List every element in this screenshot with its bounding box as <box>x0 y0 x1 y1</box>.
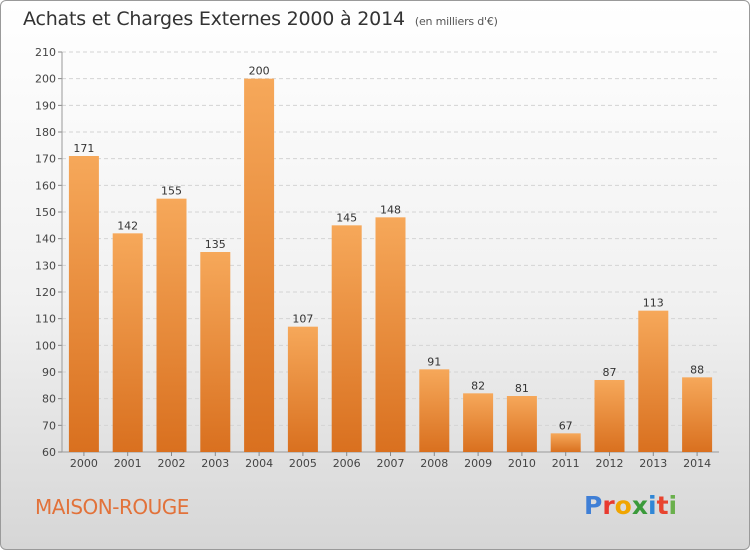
x-tick-label: 2012 <box>596 457 624 470</box>
x-tick-label: 2011 <box>552 457 580 470</box>
bar <box>463 393 494 452</box>
y-tick-label: 140 <box>35 233 56 246</box>
bar-value-label: 107 <box>292 313 313 326</box>
x-tick-label: 2005 <box>289 457 317 470</box>
x-tick-label: 2010 <box>508 457 536 470</box>
bar-value-label: 135 <box>205 238 226 251</box>
y-tick-label: 180 <box>35 126 56 139</box>
y-tick-label: 130 <box>35 259 56 272</box>
y-tick-label: 70 <box>42 419 56 432</box>
brand-letter: t <box>656 491 669 520</box>
bar <box>550 433 581 452</box>
bar-value-label: 87 <box>603 366 617 379</box>
commune-name: MAISON-ROUGE <box>35 495 189 519</box>
proxiti-logo[interactable]: Proxiti <box>584 491 677 520</box>
x-tick-label: 2009 <box>464 457 492 470</box>
bar <box>244 78 275 453</box>
bar-value-label: 200 <box>249 65 270 78</box>
bar <box>331 225 362 452</box>
bar <box>375 217 406 452</box>
bar-value-label: 155 <box>161 185 182 198</box>
bar-value-label: 148 <box>380 203 401 216</box>
brand-letter: r <box>602 491 615 520</box>
brand-letter: P <box>584 491 603 520</box>
y-tick-label: 60 <box>42 446 56 459</box>
bar-value-label: 145 <box>336 211 357 224</box>
x-tick-label: 2004 <box>245 457 273 470</box>
x-tick-label: 2001 <box>114 457 142 470</box>
x-tick-label: 2007 <box>377 457 405 470</box>
y-tick-label: 90 <box>42 366 56 379</box>
y-tick-label: 150 <box>35 206 56 219</box>
brand-letter: i <box>668 491 678 520</box>
bar <box>682 377 713 452</box>
chart-title: Achats et Charges Externes 2000 à 2014 (e… <box>23 8 498 30</box>
bar <box>68 156 99 452</box>
brand-letter: o <box>614 491 632 520</box>
x-tick-label: 2003 <box>201 457 229 470</box>
chart-title-text: Achats et Charges Externes 2000 à 2014 <box>23 8 405 30</box>
bar-value-label: 142 <box>117 219 138 232</box>
brand-letter: i <box>648 491 657 520</box>
y-tick-label: 190 <box>35 99 56 112</box>
x-tick-label: 2013 <box>639 457 667 470</box>
y-tick-label: 210 <box>35 46 56 59</box>
brand-letter: x <box>631 491 648 520</box>
y-tick-label: 100 <box>35 339 56 352</box>
chart-subtitle: (en milliers d'€) <box>414 15 498 28</box>
bar <box>156 198 187 452</box>
bar <box>506 396 537 452</box>
bar <box>287 326 318 452</box>
x-tick-label: 2002 <box>158 457 186 470</box>
x-tick-label: 2008 <box>420 457 448 470</box>
y-tick-label: 170 <box>35 153 56 166</box>
y-tick-label: 200 <box>35 73 56 86</box>
bar-value-label: 113 <box>643 297 664 310</box>
y-tick-label: 120 <box>35 286 56 299</box>
bar <box>638 310 669 452</box>
bar <box>112 233 143 452</box>
bar-value-label: 91 <box>427 355 441 368</box>
bar-value-label: 67 <box>559 419 573 432</box>
bar-value-label: 88 <box>690 363 704 376</box>
x-tick-label: 2014 <box>683 457 711 470</box>
bar <box>200 252 231 452</box>
y-tick-label: 160 <box>35 179 56 192</box>
bar <box>594 380 625 452</box>
y-tick-label: 110 <box>35 313 56 326</box>
bar <box>419 369 450 452</box>
bar-value-label: 171 <box>73 142 94 155</box>
bar-value-label: 81 <box>515 382 529 395</box>
x-tick-label: 2006 <box>333 457 361 470</box>
x-tick-label: 2000 <box>70 457 98 470</box>
bar-value-label: 82 <box>471 379 485 392</box>
y-tick-label: 80 <box>42 393 56 406</box>
